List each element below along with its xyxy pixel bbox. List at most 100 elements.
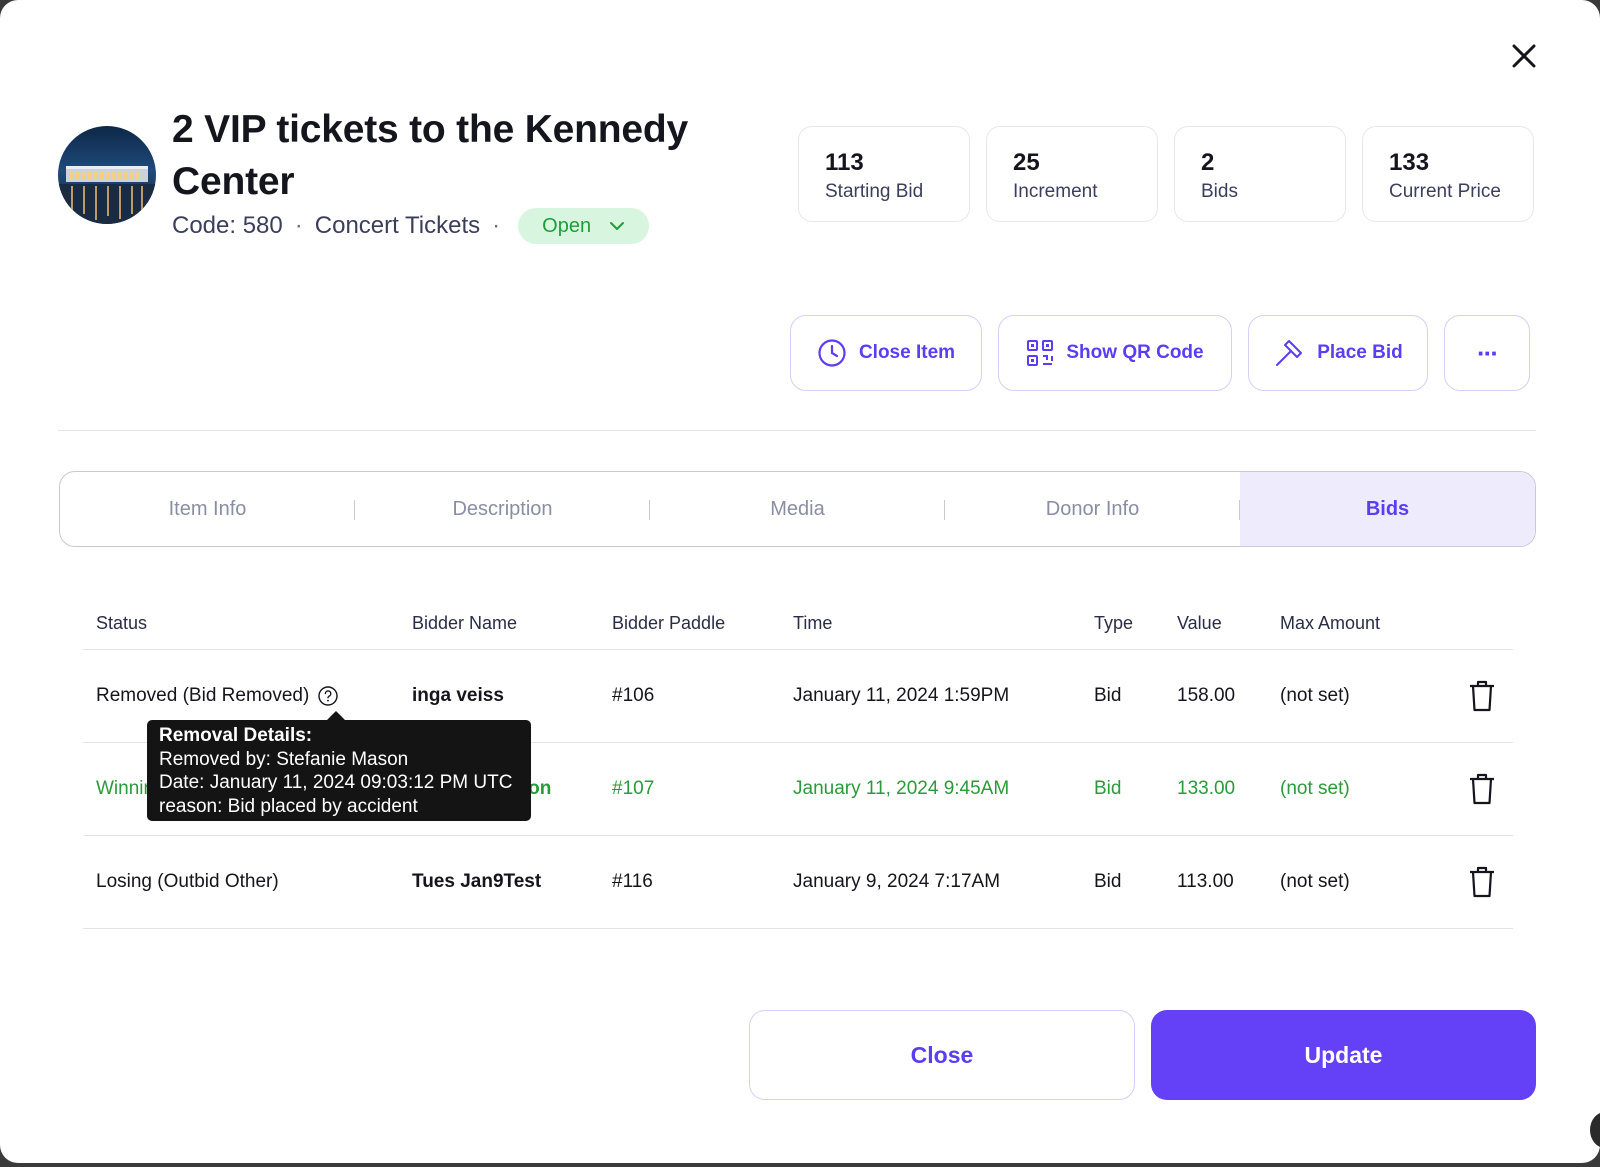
clock-icon	[818, 339, 846, 367]
help-icon[interactable]	[317, 685, 339, 707]
status-dropdown[interactable]: Open	[518, 208, 650, 244]
background-element	[1590, 1112, 1600, 1148]
tooltip-removed-by: Removed by: Stefanie Mason	[159, 748, 409, 770]
item-image	[58, 126, 156, 224]
stat-label: Bids	[1201, 181, 1238, 202]
close-button[interactable]: Close	[749, 1010, 1135, 1100]
bids-table: Status Bidder Name Bidder Paddle Time Ty…	[83, 598, 1513, 929]
meta-separator: ·	[492, 212, 501, 239]
stat-starting-bid: 113 Starting Bid	[798, 126, 970, 222]
stat-current-price: 133 Current Price	[1362, 126, 1534, 222]
cell-type: Bid	[1094, 685, 1122, 706]
header-type: Type	[1094, 613, 1134, 633]
update-button[interactable]: Update	[1151, 1010, 1536, 1100]
header-divider	[58, 430, 1536, 431]
close-item-button[interactable]: Close Item	[790, 315, 982, 391]
show-qr-label: Show QR Code	[1066, 342, 1204, 363]
show-qr-code-button[interactable]: Show QR Code	[998, 315, 1232, 391]
table-header: Status Bidder Name Bidder Paddle Time Ty…	[83, 598, 1513, 650]
tab-separator	[944, 500, 945, 520]
stat-label: Starting Bid	[825, 181, 924, 202]
stat-value: 133	[1389, 149, 1430, 176]
tooltip-heading: Removal Details:	[159, 725, 313, 746]
close-item-label: Close Item	[858, 342, 956, 363]
tab-label: Bids	[1365, 497, 1410, 520]
stat-value: 113	[825, 149, 864, 176]
tab-label: Item Info	[168, 497, 247, 520]
header-status: Status	[96, 613, 148, 633]
cell-type: Bid	[1094, 871, 1122, 892]
status-label: Open	[542, 214, 592, 237]
removal-details-tooltip: Removal Details: Removed by: Stefanie Ma…	[147, 711, 531, 821]
close-icon[interactable]	[1506, 38, 1542, 74]
chevron-down-icon	[610, 222, 625, 230]
tab-donor-info[interactable]: Donor Info	[945, 472, 1240, 546]
tab-media[interactable]: Media	[650, 472, 945, 546]
tab-label: Media	[770, 497, 825, 520]
stat-label: Increment	[1013, 181, 1098, 202]
stat-bids: 2 Bids	[1174, 126, 1346, 222]
cell-value: 158.00	[1177, 685, 1236, 706]
tab-bids[interactable]: Bids	[1240, 472, 1535, 546]
trash-icon[interactable]	[1467, 679, 1497, 713]
cell-status: Removed (Bid Removed)	[83, 685, 412, 707]
tab-separator	[354, 500, 355, 520]
trash-icon[interactable]	[1467, 772, 1497, 806]
gavel-icon	[1276, 340, 1303, 366]
qr-code-icon	[1027, 340, 1054, 366]
cell-max-amount: (not set)	[1280, 871, 1350, 892]
item-title: 2 VIP tickets to the Kennedy Center	[172, 108, 689, 203]
cell-time: January 11, 2024 9:45AM	[793, 778, 1010, 799]
header-max-amount: Max Amount	[1280, 613, 1381, 633]
cell-status: Losing (Outbid Other)	[83, 871, 412, 893]
header-bidder-paddle: Bidder Paddle	[612, 613, 726, 633]
tab-label: Description	[452, 497, 553, 520]
item-meta: Code: 580 · Concert Tickets · Open	[172, 206, 650, 246]
tab-label: Donor Info	[1045, 497, 1140, 520]
cell-actions	[1450, 772, 1513, 806]
stat-increment: 25 Increment	[986, 126, 1158, 222]
trash-icon[interactable]	[1467, 865, 1497, 899]
cell-max-amount: (not set)	[1280, 778, 1350, 799]
place-bid-button[interactable]: Place Bid	[1248, 315, 1428, 391]
action-bar: Close Item Show QR Code Place Bid ···	[790, 315, 1530, 391]
table-row: Removed (Bid Removed) inga veiss #106 Ja…	[83, 650, 1513, 743]
more-options-button[interactable]: ···	[1444, 315, 1530, 391]
tab-separator	[649, 500, 650, 520]
cell-value: 113.00	[1177, 871, 1234, 892]
tab-description[interactable]: Description	[355, 472, 650, 546]
stat-value: 2	[1201, 149, 1215, 176]
cell-paddle: #116	[612, 871, 653, 892]
tooltip-reason: reason: Bid placed by accident	[159, 795, 418, 817]
stat-label: Current Price	[1389, 181, 1501, 202]
table-row: Losing (Outbid Other) Tues Jan9Test #116…	[83, 836, 1513, 929]
status-text: Removed (Bid Removed)	[96, 685, 310, 706]
item-code: Code: 580	[172, 212, 283, 239]
header-time: Time	[793, 613, 833, 633]
status-text: Losing (Outbid Other)	[96, 871, 279, 892]
cell-max-amount: (not set)	[1280, 685, 1350, 706]
stat-value: 25	[1013, 149, 1040, 176]
header-value: Value	[1177, 613, 1222, 633]
stats-row: 113 Starting Bid 25 Increment 2 Bids 133…	[798, 126, 1534, 222]
cell-actions	[1450, 679, 1513, 713]
cell-actions	[1450, 865, 1513, 899]
cell-time: January 11, 2024 1:59PM	[793, 685, 1010, 706]
cell-paddle: #106	[612, 685, 655, 706]
place-bid-label: Place Bid	[1317, 342, 1403, 363]
item-category: Concert Tickets	[314, 212, 481, 239]
meta-separator: ·	[294, 212, 303, 239]
cell-time: January 9, 2024 7:17AM	[793, 871, 1001, 892]
tab-separator	[1239, 500, 1240, 520]
header-bidder-name: Bidder Name	[412, 613, 518, 633]
more-options-icon: ···	[1477, 337, 1499, 368]
tooltip-date: Date: January 11, 2024 09:03:12 PM UTC	[159, 772, 513, 793]
cell-paddle: #107	[612, 778, 655, 799]
tab-bar: Item Info Description Media Donor Info B…	[59, 471, 1536, 547]
cell-bidder-name[interactable]: Tues Jan9Test	[412, 871, 542, 892]
tab-item-info[interactable]: Item Info	[60, 472, 355, 546]
cell-type: Bid	[1094, 778, 1122, 799]
cell-value: 133.00	[1177, 778, 1236, 799]
cell-bidder-name[interactable]: inga veiss	[412, 685, 504, 706]
